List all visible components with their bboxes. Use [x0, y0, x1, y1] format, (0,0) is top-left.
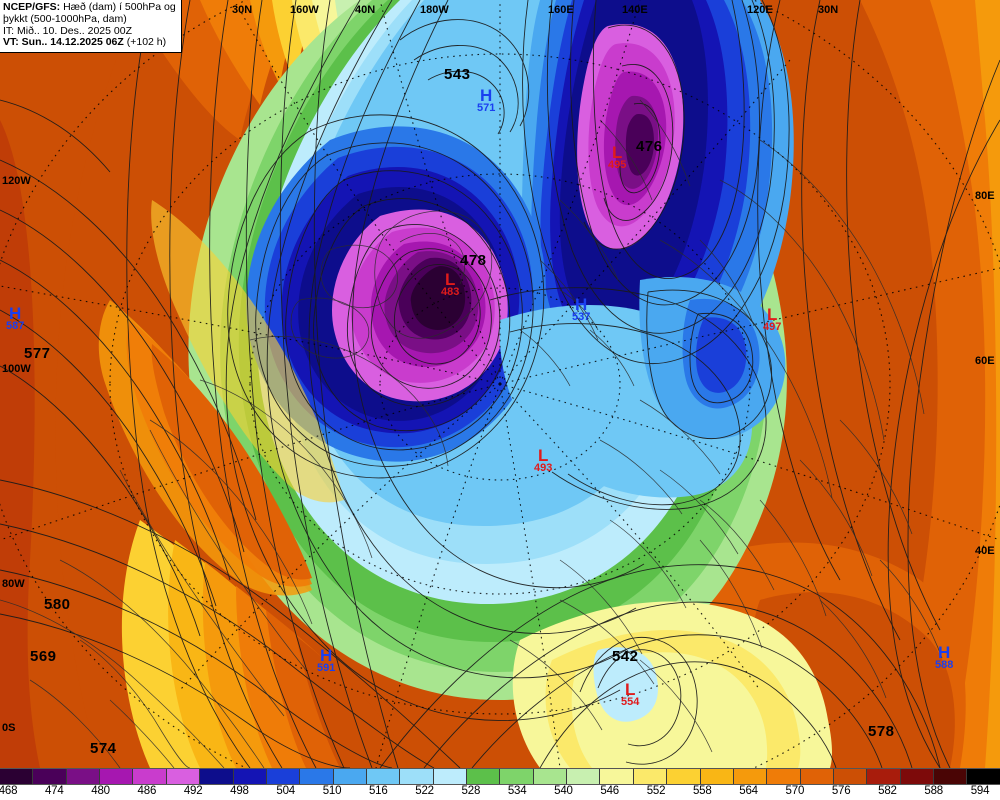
colorbar-tick-492: 492 — [183, 785, 203, 797]
colorbar-tick-540: 540 — [554, 785, 573, 797]
info-line-1-text: Hæð (dam) í 500hPa og — [60, 1, 176, 13]
colorbar-swatch[interactable] — [100, 769, 134, 784]
colorbar-swatch[interactable] — [567, 769, 601, 784]
colorbar-swatch[interactable] — [266, 769, 301, 784]
map-info-box: NCEP/GFS: Hæð (dam) í 500hPa og þykkt (5… — [0, 0, 182, 53]
colorbar-swatch[interactable] — [633, 769, 668, 784]
colorbar-swatch[interactable] — [233, 769, 267, 784]
colorbar-tick-558: 558 — [692, 785, 712, 797]
colorbar-swatch[interactable] — [400, 769, 434, 784]
colorbar-swatch[interactable] — [333, 769, 367, 784]
colorbar-tick-552: 552 — [646, 785, 666, 797]
colorbar-tick-486: 486 — [137, 785, 157, 797]
info-line-1: NCEP/GFS: Hæð (dam) í 500hPa og — [3, 1, 176, 14]
forecast-hour: (+102 h) — [123, 36, 167, 49]
init-time-value: Mið.. 10. Des.. 2025 00Z — [14, 24, 132, 37]
colorbar-tick-546: 546 — [600, 785, 619, 797]
colorbar-tick-510: 510 — [322, 785, 342, 797]
info-line-4: VT: Sun.. 14.12.2025 06Z (+102 h) — [3, 36, 176, 49]
colorbar-tick-labels: 468 474 480 486 492 498 504 510 516 522 528 534 540 5… — [0, 785, 1000, 800]
colorbar-swatch[interactable] — [967, 769, 1000, 784]
colorbar-tick-498: 498 — [230, 785, 249, 797]
colorbar-tick-468: 468 — [0, 785, 18, 797]
colorbar-tick-480: 480 — [91, 785, 110, 797]
colorbar-tick-594: 594 — [970, 785, 990, 797]
colorbar-tick-474: 474 — [44, 785, 64, 797]
colorbar-swatch[interactable] — [667, 769, 701, 784]
valid-time-label: VT: — [3, 36, 19, 49]
colorbar-swatch[interactable] — [0, 769, 34, 784]
colorbar-swatch[interactable] — [467, 769, 501, 784]
colorbar-tick-588: 588 — [924, 785, 943, 797]
colorbar-tick-570: 570 — [785, 785, 805, 797]
colorbar[interactable]: 468 474 480 486 492 498 504 510 516 522 528 534 540 5… — [0, 768, 1000, 800]
colorbar-swatch[interactable] — [900, 769, 935, 784]
valid-time-value: Sun.. 14.12.2025 06Z — [18, 36, 124, 49]
info-line-2: þykkt (500-1000hPa, dam) — [3, 12, 127, 25]
colorbar-strip[interactable] — [0, 768, 1000, 785]
colorbar-swatch[interactable] — [833, 769, 868, 784]
colorbar-tick-504: 504 — [276, 785, 295, 797]
colorbar-tick-528: 528 — [461, 785, 481, 797]
map-canvas[interactable]: 30N 160W 40N 180W 160E 140E 120E 30N 120W 100W 80W… — [0, 0, 1000, 768]
init-time-label: IT: — [3, 24, 15, 37]
colorbar-swatch[interactable] — [366, 769, 401, 784]
colorbar-tick-582: 582 — [878, 785, 897, 797]
colorbar-swatch[interactable] — [800, 769, 834, 784]
colorbar-swatch[interactable] — [200, 769, 234, 784]
colorbar-swatch[interactable] — [300, 769, 334, 784]
colorbar-swatch[interactable] — [700, 769, 734, 784]
colorbar-tick-516: 516 — [368, 785, 388, 797]
colorbar-swatch[interactable] — [500, 769, 534, 784]
colorbar-swatch[interactable] — [867, 769, 901, 784]
info-line-3: IT: Mið.. 10. Des.. 2025 00Z — [3, 24, 176, 38]
model-name: NCEP/GFS: — [3, 1, 61, 13]
colorbar-swatch[interactable] — [166, 769, 201, 784]
colorbar-swatch[interactable] — [133, 769, 167, 784]
colorbar-swatch[interactable] — [733, 769, 768, 784]
colorbar-tick-522: 522 — [415, 785, 434, 797]
colorbar-swatch[interactable] — [533, 769, 568, 784]
colorbar-tick-534: 534 — [507, 785, 527, 797]
colorbar-swatch[interactable] — [66, 769, 101, 784]
colorbar-tick-564: 564 — [739, 785, 758, 797]
colorbar-swatch[interactable] — [600, 769, 634, 784]
colorbar-swatch[interactable] — [934, 769, 968, 784]
colorbar-swatch[interactable] — [33, 769, 67, 784]
colorbar-tick-576: 576 — [831, 785, 851, 797]
colorbar-swatch[interactable] — [433, 769, 468, 784]
colorbar-swatch[interactable] — [767, 769, 801, 784]
map-field-svg — [0, 0, 1000, 768]
